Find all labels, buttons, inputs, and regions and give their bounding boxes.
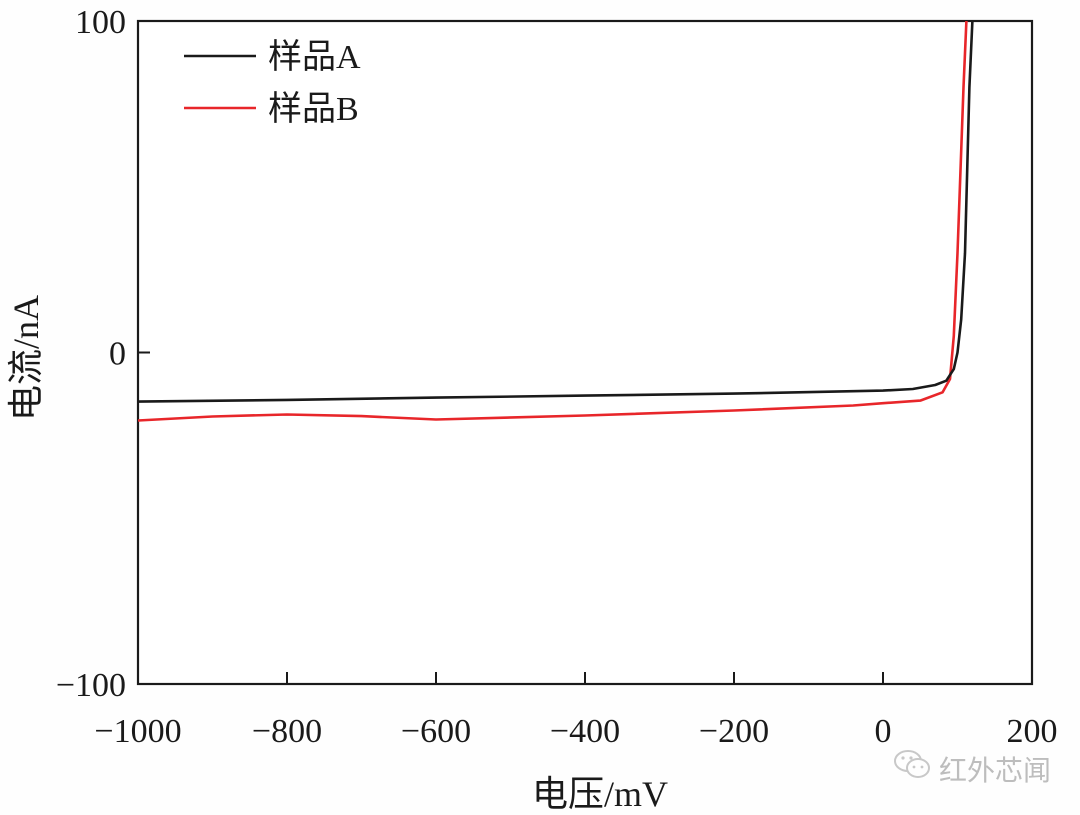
x-tick-label: 200: [1007, 713, 1058, 750]
legend: 样品A 样品B: [184, 38, 361, 128]
x-tick-label: −200: [699, 713, 769, 750]
series-line: [138, 21, 968, 422]
y-tick-label: 0: [109, 336, 126, 373]
x-tick-label: −800: [252, 713, 322, 750]
legend-label: 样品A: [268, 38, 361, 76]
watermark-text: 红外芯闻: [939, 753, 1052, 787]
x-tick-label: 0: [875, 713, 892, 750]
legend-label: 样品B: [268, 90, 359, 128]
axis-ticks: [138, 351, 884, 684]
x-tick-label: −400: [550, 713, 620, 750]
plot-area: [136, 19, 1034, 686]
y-tick-label: −100: [56, 667, 126, 704]
x-tick-label: −600: [401, 713, 471, 750]
series-line: [138, 21, 974, 403]
watermark: 红外芯闻: [893, 748, 1051, 789]
x-tick-label: −1000: [94, 713, 181, 750]
x-axis-title: 电压/mV: [532, 774, 668, 814]
wechat-icon: [893, 748, 933, 789]
y-tick-label: 100: [75, 4, 126, 41]
y-axis-title: 电流/nA: [6, 295, 46, 421]
series-layer: [138, 21, 974, 422]
plot-frame: [136, 19, 1034, 686]
